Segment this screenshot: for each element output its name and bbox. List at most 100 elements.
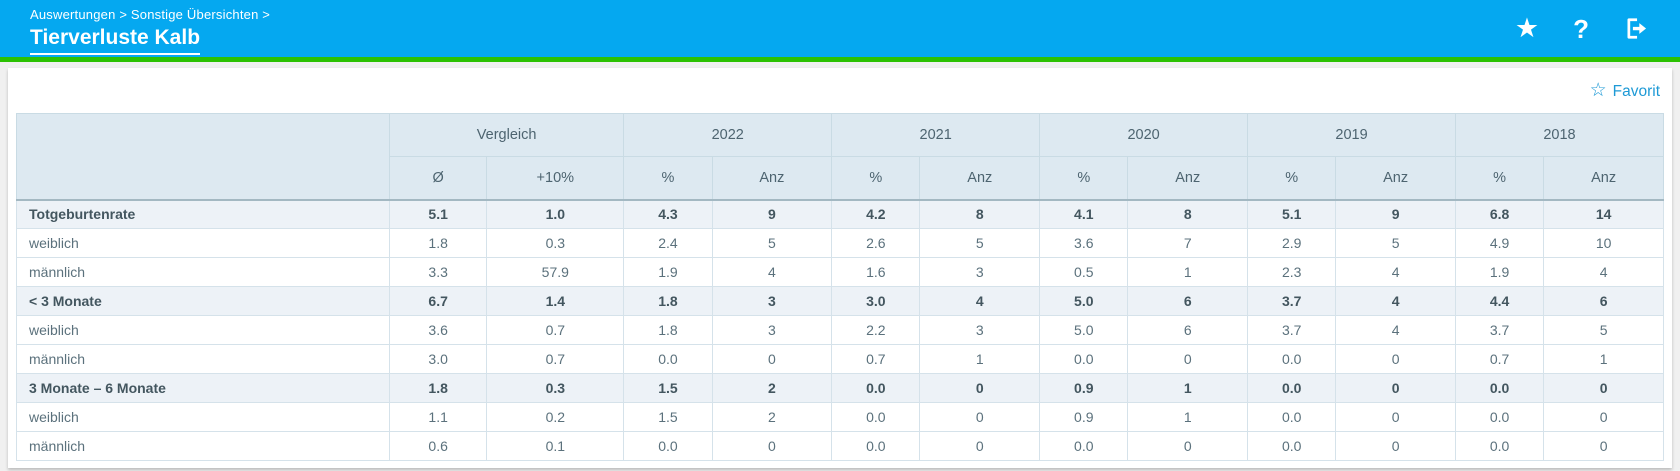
- value-cell: 4.4: [1454, 286, 1545, 316]
- value-cell: 3.0: [831, 286, 921, 316]
- value-cell: 1.8: [623, 286, 713, 316]
- question-mark-icon: ?: [1573, 13, 1589, 44]
- group-header-5: 2018: [1454, 113, 1665, 157]
- value-cell: 0.0: [1247, 373, 1337, 403]
- logout-button[interactable]: [1623, 15, 1650, 42]
- value-cell: 0.0: [1454, 402, 1545, 432]
- value-cell: 2.4: [623, 228, 713, 258]
- value-cell: 0.0: [1247, 402, 1337, 432]
- sub-header-cell: Ø: [388, 156, 488, 200]
- value-cell: 8: [1127, 199, 1249, 229]
- value-cell: 6: [1127, 315, 1249, 345]
- value-cell: 6: [1127, 286, 1249, 316]
- value-cell: 3: [919, 257, 1041, 287]
- help-button[interactable]: ?: [1573, 16, 1589, 42]
- value-cell: 4: [1335, 286, 1456, 316]
- value-cell: 0.7: [1454, 344, 1545, 374]
- value-cell: 3: [711, 315, 833, 345]
- value-cell: 1: [1127, 257, 1249, 287]
- value-cell: 1.6: [831, 257, 921, 287]
- value-cell: 1: [1543, 344, 1664, 374]
- value-cell: 0.9: [1039, 402, 1129, 432]
- value-cell: 2.3: [1247, 257, 1337, 287]
- content-card: ☆ Favorit Vergleich 2022 2021 2020 2019 2018 …: [8, 68, 1672, 468]
- group-header-2: 2021: [831, 113, 1041, 157]
- favorite-button[interactable]: ★: [1515, 15, 1539, 42]
- value-cell: 0.0: [1454, 373, 1545, 403]
- value-cell: 6: [1543, 286, 1664, 316]
- value-cell: 0: [919, 431, 1041, 461]
- value-cell: 14: [1543, 199, 1664, 229]
- value-cell: 2: [711, 373, 833, 403]
- value-cell: 0.5: [1039, 257, 1129, 287]
- value-cell: 0.0: [623, 431, 713, 461]
- value-cell: 4: [1543, 257, 1664, 287]
- value-cell: 1.8: [388, 228, 488, 258]
- value-cell: 2: [711, 402, 833, 432]
- corner-header-cell: [16, 113, 390, 200]
- value-cell: 3.7: [1247, 315, 1337, 345]
- favorit-row: ☆ Favorit: [16, 76, 1664, 113]
- value-cell: 0.9: [1039, 373, 1129, 403]
- row-label-cell: männlich: [16, 257, 390, 287]
- value-cell: 5: [711, 228, 833, 258]
- value-cell: 2.6: [831, 228, 921, 258]
- sub-header-cell: Anz: [919, 156, 1041, 200]
- value-cell: 1.0: [486, 199, 625, 229]
- logout-icon: [1627, 18, 1647, 39]
- sub-header-cell: %: [1247, 156, 1337, 200]
- table-row: weiblich 1.1 0.2 1.5 2 0.0 0 0.9 1 0.0 0 0.0 0: [16, 402, 1664, 432]
- row-label-cell: Totgeburtenrate: [16, 199, 390, 229]
- value-cell: 0: [1335, 402, 1456, 432]
- row-label-cell: männlich: [16, 431, 390, 461]
- value-cell: 5.1: [1247, 199, 1337, 229]
- favorit-link[interactable]: ☆ Favorit: [1590, 80, 1660, 103]
- value-cell: 0: [1543, 431, 1664, 461]
- value-cell: 0.3: [486, 373, 625, 403]
- value-cell: 4.3: [623, 199, 713, 229]
- value-cell: 0: [1543, 402, 1664, 432]
- value-cell: 2.9: [1247, 228, 1337, 258]
- sub-header-cell: %: [831, 156, 921, 200]
- page-title[interactable]: Tierverluste Kalb: [30, 26, 201, 55]
- sub-header-cell: %: [1039, 156, 1129, 200]
- table-row: männlich 0.6 0.1 0.0 0 0.0 0 0.0 0 0.0 0 0.0 0: [16, 431, 1664, 461]
- value-cell: 0: [1335, 344, 1456, 374]
- value-cell: 10: [1543, 228, 1664, 258]
- value-cell: 0.0: [623, 344, 713, 374]
- breadcrumb[interactable]: Auswertungen > Sonstige Übersichten >: [30, 7, 271, 22]
- value-cell: 1: [919, 344, 1041, 374]
- row-label-cell: weiblich: [16, 228, 390, 258]
- table-row: 3 Monate – 6 Monate 1.8 0.3 1.5 2 0.0 0 0.9 1 0.0…: [16, 373, 1664, 403]
- value-cell: 0: [711, 431, 833, 461]
- table-row: weiblich 3.6 0.7 1.8 3 2.2 3 5.0 6 3.7 4 3.7 5: [16, 315, 1664, 345]
- header-actions: ★ ?: [1515, 0, 1650, 57]
- value-cell: 3.6: [1039, 228, 1129, 258]
- value-cell: 0.2: [486, 402, 625, 432]
- value-cell: 4: [1335, 315, 1456, 345]
- value-cell: 3.7: [1247, 286, 1337, 316]
- value-cell: 6.8: [1454, 199, 1545, 229]
- value-cell: 5: [1335, 228, 1456, 258]
- value-cell: 0.0: [831, 431, 921, 461]
- value-cell: 0.0: [831, 373, 921, 403]
- favorit-label: Favorit: [1612, 82, 1660, 100]
- row-label-cell: weiblich: [16, 315, 390, 345]
- star-outline-icon: ☆: [1589, 80, 1607, 101]
- value-cell: 3.0: [388, 344, 488, 374]
- row-label-cell: weiblich: [16, 402, 390, 432]
- value-cell: 0: [1335, 373, 1456, 403]
- row-label-cell: 3 Monate – 6 Monate: [16, 373, 390, 403]
- value-cell: 0.6: [388, 431, 488, 461]
- group-header-1: 2022: [623, 113, 833, 157]
- value-cell: 1.4: [486, 286, 625, 316]
- value-cell: 0: [919, 373, 1041, 403]
- green-accent-bar: [0, 57, 1680, 62]
- value-cell: 1.8: [388, 373, 488, 403]
- value-cell: 0.0: [1039, 431, 1129, 461]
- value-cell: 8: [919, 199, 1041, 229]
- value-cell: 5.0: [1039, 286, 1129, 316]
- sub-header-cell: Anz: [1335, 156, 1456, 200]
- value-cell: 3: [711, 286, 833, 316]
- header-left: Auswertungen > Sonstige Übersichten > Ti…: [30, 0, 270, 57]
